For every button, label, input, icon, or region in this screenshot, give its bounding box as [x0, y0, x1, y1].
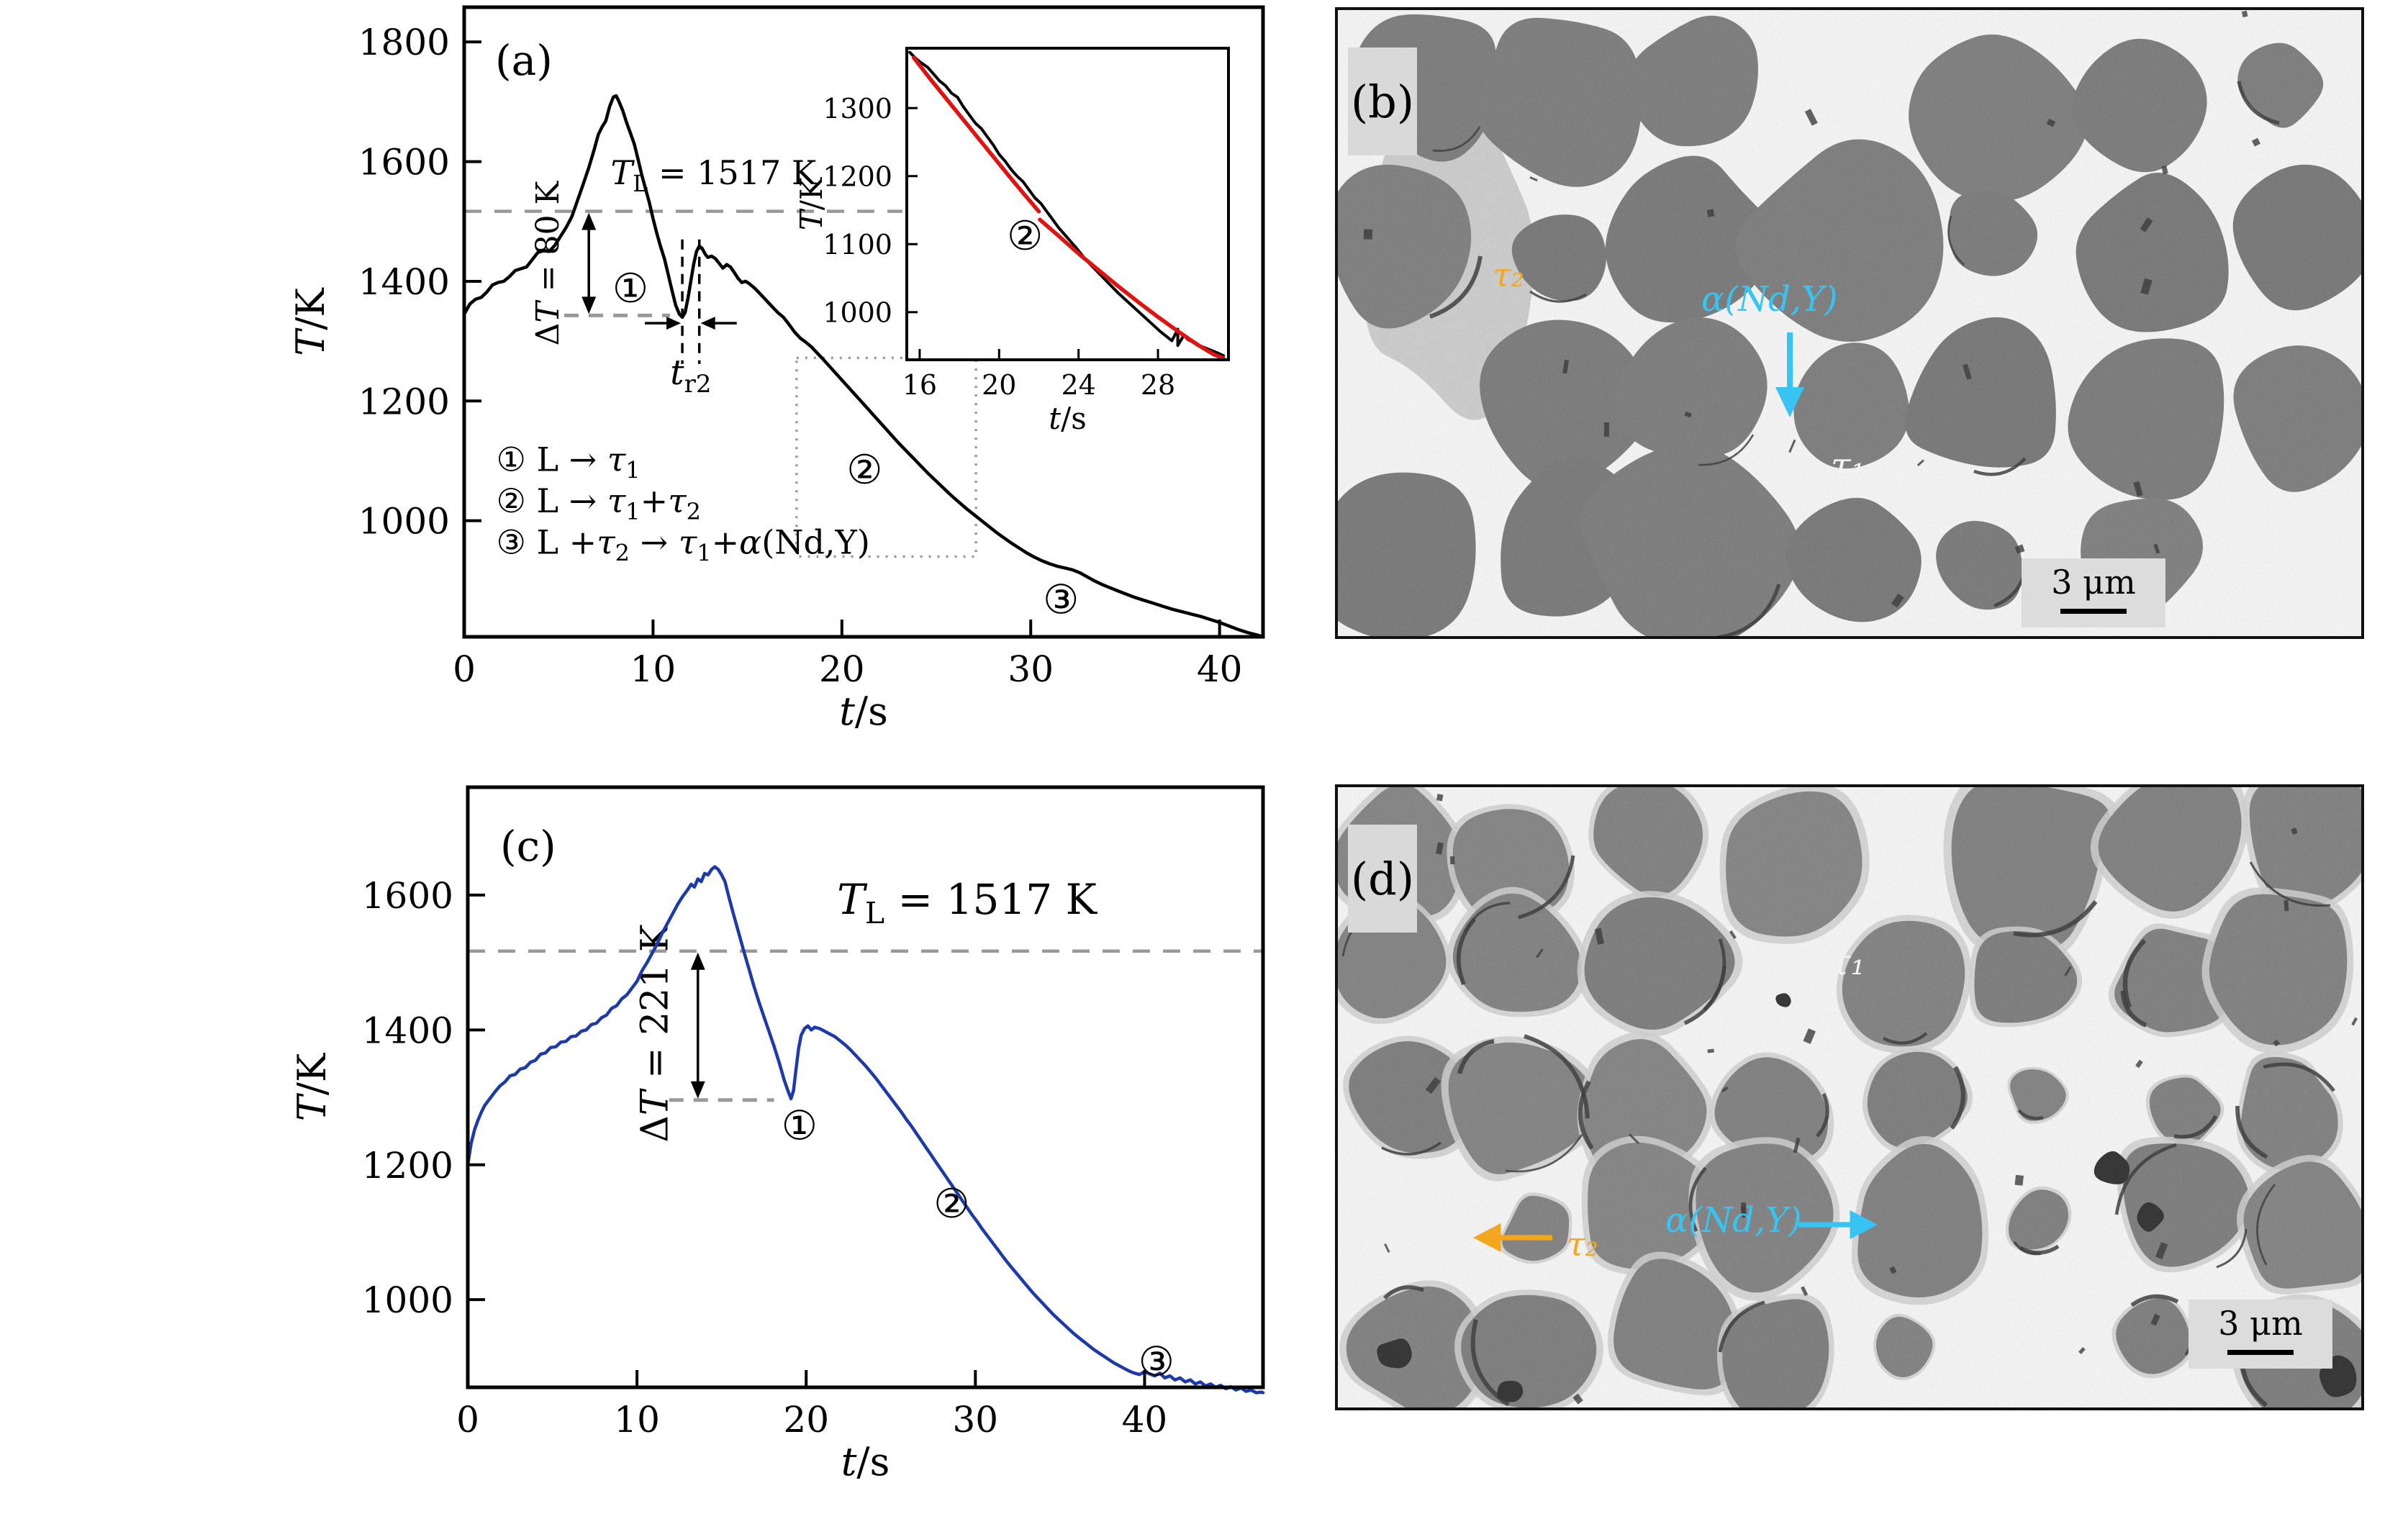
phase-marker: ② [933, 1181, 969, 1228]
svg-text:30: 30 [1008, 648, 1054, 690]
svg-text:10: 10 [614, 1399, 660, 1441]
scale-bar-b: 3 μm [2022, 558, 2165, 627]
plot-panel-a: TL​ = 1517 K ΔT = 80 K tr2​ 0 10 20 30 40 1000 12… [288, 5, 1265, 734]
tau2-phase-label: τ₂ [1493, 255, 1524, 294]
chart-a-inset: 16 20 24 28 1000 1100 1200 1300 t/s T/K ② [794, 47, 1230, 436]
panel-b-label: (b) [1348, 47, 1417, 155]
phase-marker: ③ [1043, 576, 1079, 623]
fit-line-red-2 [1038, 217, 1226, 361]
alpha-arrow-down-icon [1775, 332, 1804, 417]
chart-c: TL​ = 1517 K ΔT = 221 K 0 10 20 30 40 1000 1200 1… [289, 785, 1265, 1484]
svg-text:0: 0 [453, 648, 476, 690]
phase-marker: ② [846, 447, 882, 494]
svg-text:16: 16 [902, 369, 937, 401]
svg-text:0: 0 [456, 1399, 479, 1441]
fit-line-red-1 [911, 55, 1041, 214]
svg-text:1000: 1000 [358, 501, 450, 543]
svg-text:TL​ = 1517 K: TL​ = 1517 K [837, 875, 1097, 930]
svg-text:1300: 1300 [823, 93, 892, 124]
svg-text:1600: 1600 [358, 142, 450, 183]
svg-text:30: 30 [953, 1399, 999, 1441]
svg-text:T/K: T/K [289, 1052, 335, 1121]
scale-bar-d-text: 3 μm [2218, 1304, 2303, 1343]
plot-panel-c: TL​ = 1517 K ΔT = 221 K 0 10 20 30 40 1000 1200 1… [289, 785, 1265, 1484]
tau1-phase-label: τ₁ [1831, 445, 1865, 486]
alpha-phase-label: α(Nd,Y) [1701, 279, 1838, 319]
svg-text:28: 28 [1141, 369, 1175, 401]
svg-text:1200: 1200 [362, 1145, 453, 1187]
sem-image-d [1338, 787, 2361, 1407]
phase-marker: ③ [1139, 1338, 1174, 1385]
svg-text:TL​ = 1517 K: TL​ = 1517 K [610, 153, 817, 197]
panel-c-label: (c) [500, 822, 556, 871]
svg-text:20: 20 [819, 648, 865, 690]
svg-text:1400: 1400 [358, 261, 450, 303]
svg-text:1200: 1200 [358, 381, 450, 422]
cooling-curve-c [466, 865, 1265, 1395]
phase-marker: ② [1007, 213, 1043, 260]
phase-marker: ① [782, 1102, 818, 1149]
svg-text:1200: 1200 [823, 160, 892, 192]
inset-cooling-curve [908, 50, 1226, 358]
svg-text:t/s: t/s [841, 1439, 890, 1484]
tau1-phase-label: τ₁ [1831, 941, 1865, 983]
svg-text:ΔT = 80 K: ΔT = 80 K [530, 180, 566, 345]
chart-a: TL​ = 1517 K ΔT = 80 K tr2​ 0 10 20 30 40 1000 12… [288, 5, 1265, 734]
svg-text:24: 24 [1061, 369, 1095, 401]
svg-text:T/K: T/K [288, 287, 333, 356]
svg-text:t/s: t/s [1049, 401, 1087, 436]
cooling-curve-a [462, 94, 1265, 639]
scale-bar-b-line [2060, 609, 2127, 614]
svg-text:② L → τ1​+τ2​: ② L → τ1​+τ2​ [497, 481, 701, 525]
scale-bar-b-text: 3 μm [2051, 563, 2136, 602]
svg-text:40: 40 [1122, 1399, 1168, 1441]
svg-text:t/s: t/s [839, 689, 888, 734]
micrograph-panel-b: (b) τ₂ α(Nd,Y) τ₁ 3 μm [1335, 7, 2364, 639]
svg-text:tr2​: tr2​ [670, 353, 711, 399]
svg-text:T/K: T/K [794, 176, 829, 230]
micrograph-panel-d: (d) τ₁ α(Nd,Y) τ₂ 3 μm [1335, 784, 2364, 1410]
svg-text:ΔT = 221 K: ΔT = 221 K [633, 923, 676, 1143]
svg-text:1600: 1600 [362, 875, 453, 917]
svg-text:20: 20 [783, 1399, 829, 1441]
svg-text:① L → τ1​: ① L → τ1​ [497, 440, 641, 484]
scale-bar-d-line [2227, 1350, 2294, 1355]
sem-image-b [1338, 10, 2361, 636]
svg-text:1100: 1100 [823, 229, 892, 260]
tau2-arrow-left-icon [1473, 1223, 1552, 1253]
svg-text:10: 10 [630, 648, 676, 690]
tau2-phase-label: τ₂ [1567, 1225, 1598, 1264]
svg-text:20: 20 [982, 369, 1016, 401]
panel-a-label: (a) [495, 36, 553, 85]
svg-text:40: 40 [1197, 648, 1243, 690]
svg-text:1400: 1400 [362, 1010, 453, 1051]
phase-marker: ① [612, 266, 648, 312]
svg-text:1800: 1800 [358, 22, 450, 63]
alpha-arrow-right-icon [1798, 1210, 1878, 1240]
svg-text:1000: 1000 [362, 1279, 453, 1321]
scale-bar-d: 3 μm [2189, 1300, 2332, 1369]
panel-d-label: (d) [1348, 825, 1417, 933]
svg-text:1000: 1000 [823, 297, 892, 329]
svg-text:③ L +τ2​ → τ1​+α(Nd,Y): ③ L +τ2​ → τ1​+α(Nd,Y) [497, 522, 870, 566]
alpha-phase-label: α(Nd,Y) [1665, 1200, 1802, 1241]
